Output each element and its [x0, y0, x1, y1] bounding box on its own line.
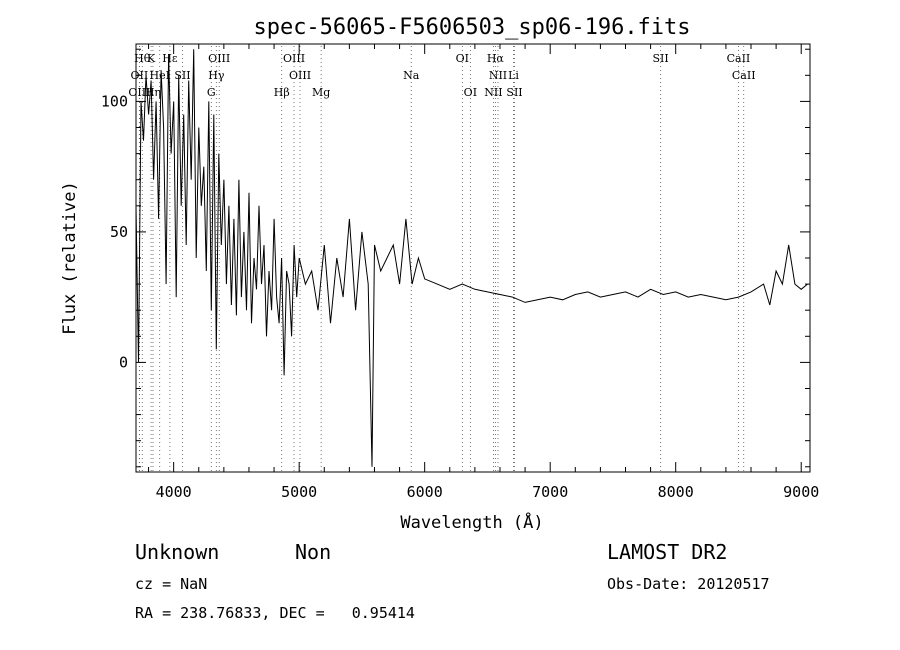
object-subclass: Non — [295, 540, 332, 564]
line-label: OI — [456, 52, 469, 65]
line-label: HeI — [149, 69, 169, 82]
line-label: Na — [403, 69, 420, 82]
chart-title: spec-56065-F5606503_sp06-196.fits — [253, 15, 690, 40]
y-axis-label: Flux (relative) — [60, 181, 80, 335]
spectrum-line — [135, 49, 808, 467]
obs-date: Obs-Date: 20120517 — [607, 575, 770, 593]
redshift-cz: cz = NaN — [135, 575, 208, 593]
line-label: Hε — [162, 52, 178, 65]
line-label: SII — [506, 86, 522, 99]
y-tick-label: 0 — [119, 353, 128, 371]
line-label: G — [207, 86, 216, 99]
x-axis-label: Wavelength (Å) — [400, 511, 543, 533]
line-label: OIII — [283, 52, 305, 65]
line-label: Hα — [487, 52, 505, 65]
x-tick-label: 7000 — [532, 483, 568, 501]
x-tick-label: 9000 — [783, 483, 819, 501]
x-tick-label: 5000 — [281, 483, 317, 501]
ra-dec: RA = 238.76833, DEC = 0.95414 — [135, 604, 415, 622]
line-label: OIII — [289, 69, 311, 82]
line-label: NII — [484, 86, 502, 99]
line-label: SII — [174, 69, 190, 82]
line-label: Hβ — [274, 86, 290, 99]
line-label: SII — [653, 52, 669, 65]
y-tick-label: 100 — [101, 92, 128, 110]
line-label: OI — [464, 86, 477, 99]
line-label: K — [147, 52, 156, 65]
plot-area: 4000 5000 6000 7000 8000 9000 0 50 100 — [101, 43, 819, 501]
line-label: Hη — [145, 86, 161, 99]
line-label: Hγ — [208, 69, 225, 82]
line-label: Mg — [312, 86, 330, 99]
x-tick-label: 4000 — [156, 483, 192, 501]
x-tick-label: 6000 — [407, 483, 443, 501]
line-label: CaII — [727, 52, 751, 65]
line-label: Hθ — [134, 52, 151, 65]
survey-name: LAMOST DR2 — [607, 540, 728, 564]
x-tick-label: 8000 — [658, 483, 694, 501]
object-class: Unknown — [135, 540, 220, 564]
line-label: OIII — [208, 52, 230, 65]
line-label: CaII — [732, 69, 756, 82]
line-label: NII — [489, 69, 507, 82]
line-label: Li — [508, 69, 519, 82]
y-tick-label: 50 — [110, 223, 128, 241]
